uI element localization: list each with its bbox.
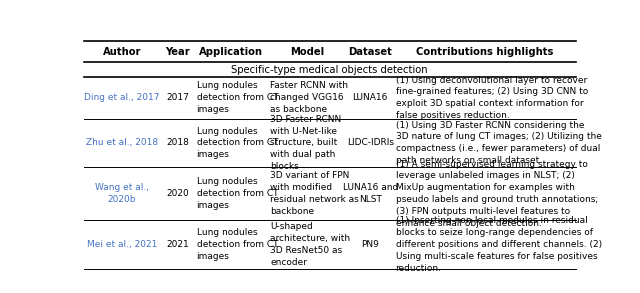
Text: (1) Inserting non-local modules in residual
blocks to seize long-range dependenc: (1) Inserting non-local modules in resid…: [396, 216, 602, 272]
Text: Lung nodules
detection from CT
images: Lung nodules detection from CT images: [196, 228, 278, 261]
Text: (1) Using deconvolutional layer to recover
fine-grained features; (2) Using 3D C: (1) Using deconvolutional layer to recov…: [396, 76, 588, 120]
Text: (1) Using 3D Faster RCNN considering the
3D nature of lung CT images; (2) Utiliz: (1) Using 3D Faster RCNN considering the…: [396, 121, 602, 165]
Text: Dataset: Dataset: [348, 47, 392, 57]
Text: 3D Faster RCNN
with U-Net-like
structure, built
with dual path
blocks: 3D Faster RCNN with U-Net-like structure…: [270, 115, 342, 171]
Text: 2017: 2017: [166, 93, 189, 102]
Text: Specific-type medical objects detection: Specific-type medical objects detection: [232, 64, 428, 74]
Text: 2020: 2020: [166, 189, 189, 198]
Text: Model: Model: [291, 47, 324, 57]
Text: 3D variant of FPN
with modified
residual network as
backbone: 3D variant of FPN with modified residual…: [270, 171, 359, 216]
Text: (1) A semi-supervised learning strategy to
leverage unlabeled images in NLST; (2: (1) A semi-supervised learning strategy …: [396, 160, 598, 228]
Text: LUNA16: LUNA16: [353, 93, 388, 102]
Text: Ding et al., 2017: Ding et al., 2017: [84, 93, 160, 102]
Text: Contributions highlights: Contributions highlights: [416, 47, 553, 57]
Text: Year: Year: [165, 47, 189, 57]
Text: Lung nodules
detection from CT
images: Lung nodules detection from CT images: [196, 81, 278, 114]
Text: Mei et al., 2021: Mei et al., 2021: [87, 240, 157, 249]
Text: 2021: 2021: [166, 240, 189, 249]
Text: PN9: PN9: [362, 240, 380, 249]
Text: Faster RCNN with
changed VGG16
as backbone: Faster RCNN with changed VGG16 as backbo…: [270, 81, 348, 114]
Text: Wang et al.,
2020b: Wang et al., 2020b: [95, 183, 149, 204]
Text: Author: Author: [103, 47, 141, 57]
Text: Lung nodules
detection from CT
images: Lung nodules detection from CT images: [196, 127, 278, 159]
Text: LUNA16 and
NLST: LUNA16 and NLST: [342, 183, 398, 204]
Text: U-shaped
architecture, with
3D ResNet50 as
encoder: U-shaped architecture, with 3D ResNet50 …: [270, 222, 351, 267]
Text: 2018: 2018: [166, 138, 189, 147]
Text: Zhu et al., 2018: Zhu et al., 2018: [86, 138, 158, 147]
Text: LIDC-IDRIs: LIDC-IDRIs: [347, 138, 394, 147]
Text: Application: Application: [200, 47, 264, 57]
Text: Lung nodules
detection from CT
images: Lung nodules detection from CT images: [196, 177, 278, 210]
